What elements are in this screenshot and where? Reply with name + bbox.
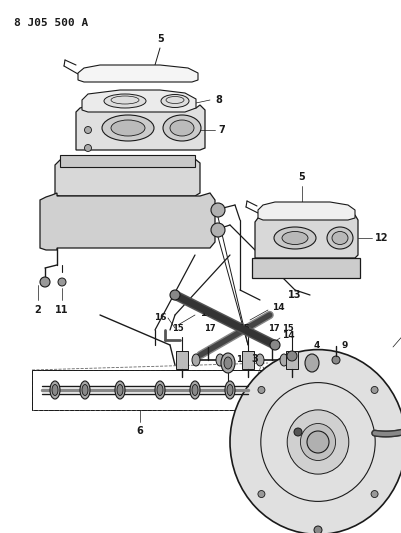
Ellipse shape (229, 350, 401, 533)
Text: 6: 6 (136, 426, 143, 436)
Ellipse shape (40, 277, 50, 287)
Text: 5: 5 (157, 34, 164, 44)
Polygon shape (257, 202, 354, 220)
Ellipse shape (304, 354, 318, 372)
Text: 18: 18 (235, 354, 247, 364)
Text: 13: 13 (288, 290, 301, 300)
Ellipse shape (300, 424, 335, 461)
Ellipse shape (273, 227, 315, 249)
Text: 15: 15 (282, 324, 293, 333)
Ellipse shape (192, 384, 198, 395)
Bar (32, 370, 261, 410)
Ellipse shape (326, 227, 352, 249)
Ellipse shape (215, 354, 223, 366)
Polygon shape (78, 65, 198, 82)
Polygon shape (76, 105, 205, 150)
Ellipse shape (117, 384, 123, 395)
Ellipse shape (370, 386, 377, 393)
Ellipse shape (370, 490, 377, 497)
Polygon shape (251, 258, 359, 278)
Polygon shape (55, 156, 200, 196)
Ellipse shape (306, 431, 328, 453)
Polygon shape (82, 90, 196, 112)
Ellipse shape (162, 115, 200, 141)
Text: 17: 17 (267, 324, 279, 333)
Ellipse shape (227, 384, 233, 395)
Ellipse shape (257, 386, 264, 393)
Ellipse shape (269, 340, 279, 350)
Text: 4: 4 (313, 341, 320, 350)
Ellipse shape (286, 351, 296, 361)
Bar (285, 351, 297, 369)
Ellipse shape (50, 381, 60, 399)
Bar (176, 351, 188, 369)
Ellipse shape (170, 290, 180, 300)
Text: 8: 8 (215, 95, 221, 105)
Text: 14: 14 (281, 330, 294, 340)
Text: 9: 9 (341, 341, 348, 350)
Ellipse shape (255, 354, 263, 366)
Ellipse shape (225, 381, 235, 399)
Ellipse shape (286, 410, 348, 474)
Ellipse shape (58, 278, 66, 286)
Ellipse shape (160, 94, 188, 108)
Text: 8 J05 500 A: 8 J05 500 A (14, 18, 88, 28)
Text: 15: 15 (172, 324, 183, 333)
Ellipse shape (155, 381, 164, 399)
Ellipse shape (221, 353, 235, 373)
Ellipse shape (192, 354, 200, 366)
Ellipse shape (170, 120, 194, 136)
Text: 5: 5 (298, 172, 305, 182)
Text: 15: 15 (237, 324, 249, 333)
Ellipse shape (84, 144, 91, 151)
Ellipse shape (279, 354, 287, 366)
Ellipse shape (190, 381, 200, 399)
Ellipse shape (157, 384, 162, 395)
Text: 3: 3 (251, 354, 257, 364)
Text: 11: 11 (55, 305, 69, 315)
Bar (60, 155, 194, 167)
Text: 2: 2 (34, 305, 41, 315)
Polygon shape (254, 215, 357, 258)
Polygon shape (40, 193, 215, 250)
Text: 17: 17 (204, 324, 215, 333)
Ellipse shape (293, 428, 301, 436)
Ellipse shape (104, 94, 146, 108)
Ellipse shape (257, 490, 264, 497)
Ellipse shape (111, 120, 145, 136)
Ellipse shape (331, 231, 347, 245)
Ellipse shape (331, 356, 339, 364)
Ellipse shape (115, 381, 125, 399)
Ellipse shape (211, 223, 225, 237)
Text: 16: 16 (200, 309, 212, 318)
Ellipse shape (223, 357, 231, 369)
Ellipse shape (211, 203, 225, 217)
Text: 14: 14 (271, 303, 284, 312)
Text: 7: 7 (217, 125, 224, 135)
Ellipse shape (102, 115, 154, 141)
Ellipse shape (84, 126, 91, 133)
Ellipse shape (313, 526, 321, 533)
Bar (241, 351, 253, 369)
Bar (32, 370, 261, 410)
Ellipse shape (52, 384, 58, 395)
Text: 12: 12 (374, 233, 387, 243)
Ellipse shape (80, 381, 90, 399)
Text: 16: 16 (154, 313, 166, 322)
Ellipse shape (281, 231, 307, 245)
Ellipse shape (82, 384, 88, 395)
